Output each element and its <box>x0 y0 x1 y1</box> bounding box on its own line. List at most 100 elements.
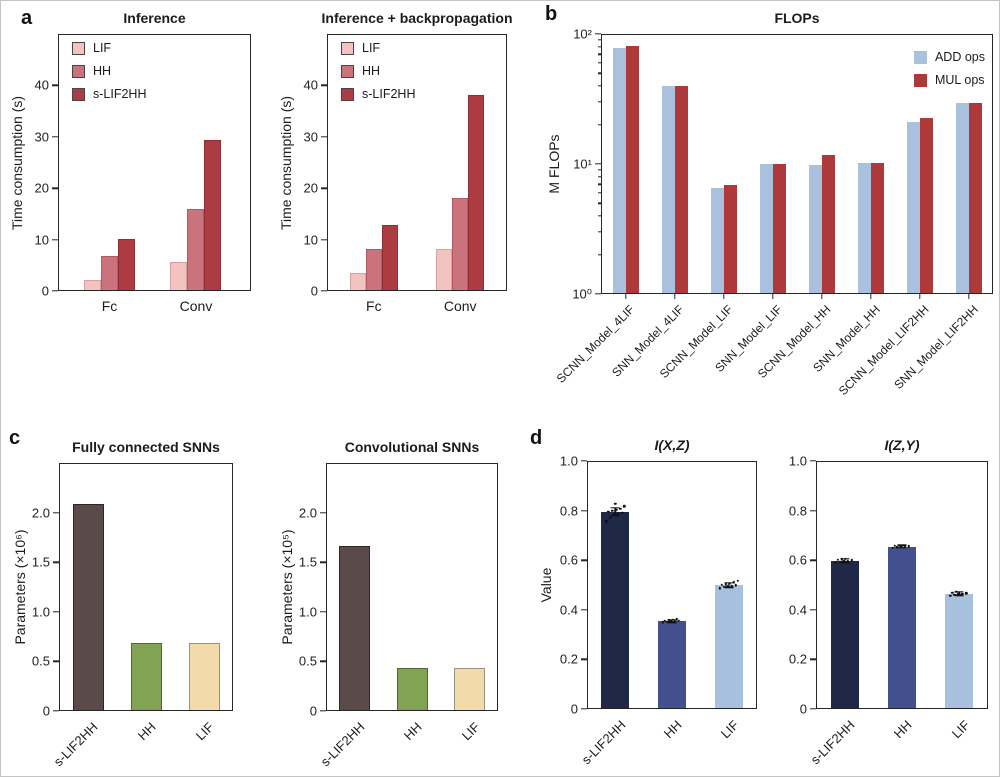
y-tick-mark <box>321 290 327 292</box>
y-tick-label: 10 <box>34 232 49 248</box>
y-tick-label: 1.5 <box>31 554 50 570</box>
x-tick-mark <box>918 294 921 299</box>
data-point <box>665 620 669 624</box>
chart-inference: Inference Time consumption (s) 0 10 20 30 40 Fc… <box>9 10 251 314</box>
chart-flops: FLOPs M FLOPs 10⁰ 10¹ 10² SCNN_Model_4LIF SNN_… <box>546 10 993 398</box>
y-axis-label: Parameters (×10⁶) <box>12 529 28 645</box>
y-tick-mark <box>53 561 59 563</box>
x-tick-label: HH <box>135 719 159 744</box>
y-tick-label: 0 <box>41 283 49 299</box>
y-axis-label: M FLOPs <box>546 134 562 194</box>
y-tick-label: 0.8 <box>559 503 578 519</box>
error-bar <box>614 507 617 516</box>
data-point <box>842 559 845 563</box>
y-minor-tick-mark <box>597 53 601 55</box>
bar-SCNN_Model_LIF2HH-ADD ops <box>906 122 920 294</box>
y-axis-label: Time consumption (s) <box>278 95 294 230</box>
legend-item-HH: HH <box>72 64 146 78</box>
y-tick-mark <box>321 187 327 189</box>
y-tick-mark <box>53 611 59 613</box>
chart-title: I(X,Z) <box>654 437 690 453</box>
y-tick-mark <box>52 187 58 189</box>
x-tick-mark <box>624 294 627 299</box>
legend-label: s-LIF2HH <box>93 87 147 101</box>
data-point <box>893 544 897 548</box>
data-point <box>955 590 958 594</box>
legend-label: s-LIF2HH <box>362 87 416 101</box>
bar-HH <box>396 668 428 711</box>
x-tick-label: s-LIF2HH <box>50 719 101 770</box>
y-tick-label: 10⁰ <box>572 286 592 302</box>
data-point <box>891 546 895 550</box>
bar-Conv-HH <box>452 198 469 291</box>
bar-SNN_Model_LIF2HH-MUL ops <box>968 102 982 294</box>
data-point <box>949 594 952 597</box>
data-point <box>903 545 907 548</box>
y-tick-mark <box>320 561 326 563</box>
legend: ADD ops MUL ops <box>913 50 985 87</box>
data-point <box>957 592 960 596</box>
y-tick-mark <box>595 33 601 35</box>
y-tick-label: 2.0 <box>298 505 317 521</box>
y-tick-mark <box>810 658 816 661</box>
error-bar <box>843 558 846 563</box>
data-point <box>671 618 675 622</box>
data-point <box>609 516 612 519</box>
y-minor-tick-mark <box>597 231 601 233</box>
y-tick-mark <box>321 84 327 87</box>
bar-SNN_Model_HH-ADD ops <box>857 162 871 294</box>
y-tick-mark <box>810 559 816 561</box>
bar-SCNN_Model_4LIF-ADD ops <box>612 48 626 294</box>
error-bar-cap <box>954 591 964 593</box>
y-tick-mark <box>810 460 816 462</box>
legend-item-s-LIF2HH: s-LIF2HH <box>341 87 415 101</box>
legend-swatch-s-LIF2HH <box>72 87 85 101</box>
x-tick-label: s-LIF2HH <box>317 719 368 770</box>
chart-title: Fully connected SNNs <box>72 439 220 455</box>
bar-Conv-HH <box>187 208 205 291</box>
y-tick-mark <box>320 660 326 663</box>
y-tick-mark <box>581 509 587 512</box>
y-tick-label: 0.4 <box>788 602 807 618</box>
y-tick-label: 0.2 <box>559 651 578 667</box>
y-axis-label: Value <box>538 567 554 603</box>
y-tick-label: 1.5 <box>298 554 317 570</box>
y-minor-tick-mark <box>597 72 601 74</box>
y-tick-mark <box>581 658 587 661</box>
y-tick-mark <box>810 509 816 512</box>
data-point <box>732 581 735 584</box>
data-point <box>619 507 622 511</box>
data-point <box>669 620 673 623</box>
bar-s-LIF2HH <box>830 560 859 709</box>
y-tick-label: 40 <box>303 77 318 93</box>
y-tick-label: 40 <box>34 77 49 93</box>
data-point <box>846 559 849 562</box>
y-tick-label: 10² <box>573 26 592 42</box>
data-point <box>613 513 616 517</box>
y-tick-label: 0.4 <box>559 602 578 618</box>
x-tick-label: LIF <box>193 719 217 744</box>
legend-label: MUL ops <box>934 73 985 87</box>
data-point <box>607 510 610 514</box>
x-tick-mark <box>673 294 676 299</box>
data-point <box>623 504 626 508</box>
data-point <box>834 561 837 564</box>
y-tick-mark <box>53 660 59 663</box>
data-point <box>617 512 620 515</box>
y-tick-label: 20 <box>34 180 49 196</box>
y-minor-tick-mark <box>597 169 601 171</box>
y-tick-mark <box>595 163 601 165</box>
bar-Conv-s-LIF2HH <box>204 139 222 291</box>
y-minor-tick-mark <box>597 45 601 48</box>
data-point <box>953 593 956 596</box>
bar-LIF <box>453 668 485 711</box>
legend-item-ADD ops: ADD ops <box>913 50 985 64</box>
error-bar <box>901 545 903 548</box>
y-tick-label: 1.0 <box>788 453 807 469</box>
bar-LIF <box>188 642 220 711</box>
chart-title: Inference <box>123 10 186 26</box>
error-bar-cap <box>897 544 907 547</box>
error-bar <box>671 619 673 623</box>
bar-SCNN_Model_HH-ADD ops <box>808 165 822 294</box>
